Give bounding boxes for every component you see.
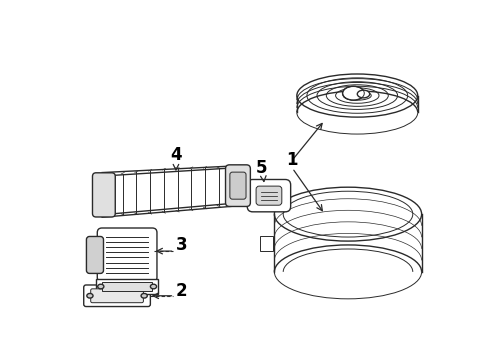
FancyBboxPatch shape bbox=[93, 173, 115, 217]
FancyBboxPatch shape bbox=[98, 228, 157, 282]
Ellipse shape bbox=[274, 187, 421, 241]
FancyBboxPatch shape bbox=[225, 165, 250, 207]
Ellipse shape bbox=[357, 90, 369, 98]
Text: 1: 1 bbox=[286, 151, 297, 169]
FancyBboxPatch shape bbox=[247, 180, 291, 212]
FancyBboxPatch shape bbox=[256, 186, 282, 205]
Text: 4: 4 bbox=[170, 146, 182, 164]
Text: 3: 3 bbox=[176, 235, 188, 253]
Ellipse shape bbox=[343, 86, 364, 100]
Ellipse shape bbox=[141, 293, 147, 298]
FancyBboxPatch shape bbox=[84, 285, 150, 306]
FancyBboxPatch shape bbox=[102, 282, 152, 291]
Text: 5: 5 bbox=[255, 158, 267, 176]
Ellipse shape bbox=[150, 284, 157, 289]
Polygon shape bbox=[260, 236, 273, 251]
Ellipse shape bbox=[297, 74, 418, 117]
FancyBboxPatch shape bbox=[91, 289, 144, 303]
Ellipse shape bbox=[87, 293, 93, 298]
Text: 2: 2 bbox=[176, 282, 188, 300]
FancyBboxPatch shape bbox=[96, 279, 158, 294]
Ellipse shape bbox=[98, 284, 104, 289]
FancyBboxPatch shape bbox=[86, 237, 103, 274]
FancyBboxPatch shape bbox=[230, 172, 246, 199]
